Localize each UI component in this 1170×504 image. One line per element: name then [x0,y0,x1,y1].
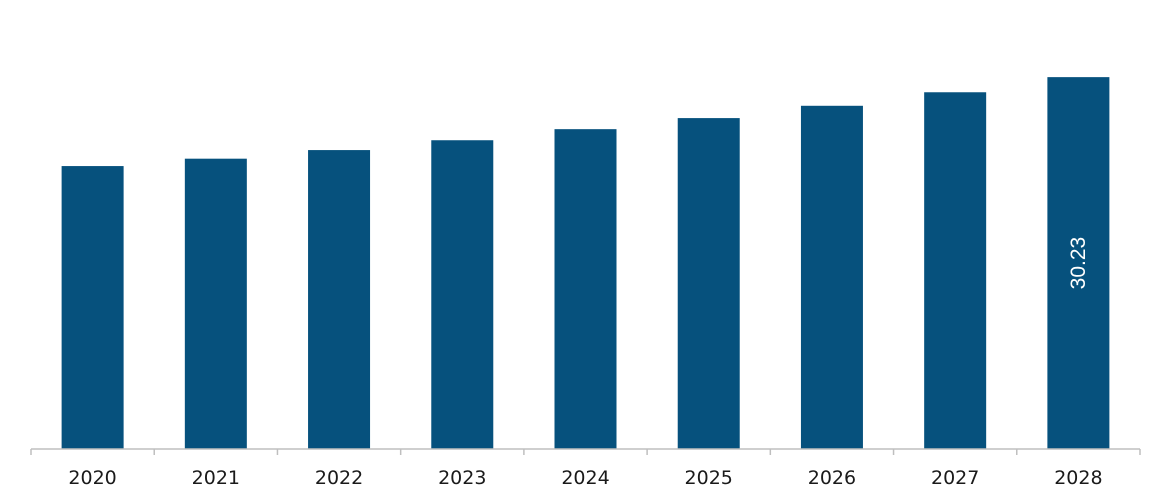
bar-2020 [61,166,124,450]
data-labels-group: 30.23 [1067,237,1090,290]
x-axis-tick-labels: 2020 2021 2022 2023 2024 2025 2026 2027 2028 [68,467,1102,489]
bars-group [61,77,1110,450]
x-tick-label-2025: 2025 [685,467,733,489]
bar-2027 [924,92,987,449]
data-label-2028: 30.23 [1067,237,1090,290]
bar-2026 [800,105,863,449]
bar-2028 [1047,77,1110,450]
bar-2024 [554,129,617,450]
x-tick-label-2022: 2022 [315,467,363,489]
x-tick-label-2024: 2024 [561,467,609,489]
x-axis-ticks [30,449,1141,455]
x-tick-label-2028: 2028 [1054,467,1102,489]
x-tick-label-2020: 2020 [68,467,116,489]
x-tick-label-2026: 2026 [808,467,856,489]
x-tick-label-2021: 2021 [192,467,240,489]
bar-2023 [431,140,494,450]
x-tick-label-2027: 2027 [931,467,979,489]
bar-2025 [677,118,740,450]
bar-2022 [308,150,371,449]
bar-2021 [184,158,247,449]
x-tick-label-2023: 2023 [438,467,486,489]
